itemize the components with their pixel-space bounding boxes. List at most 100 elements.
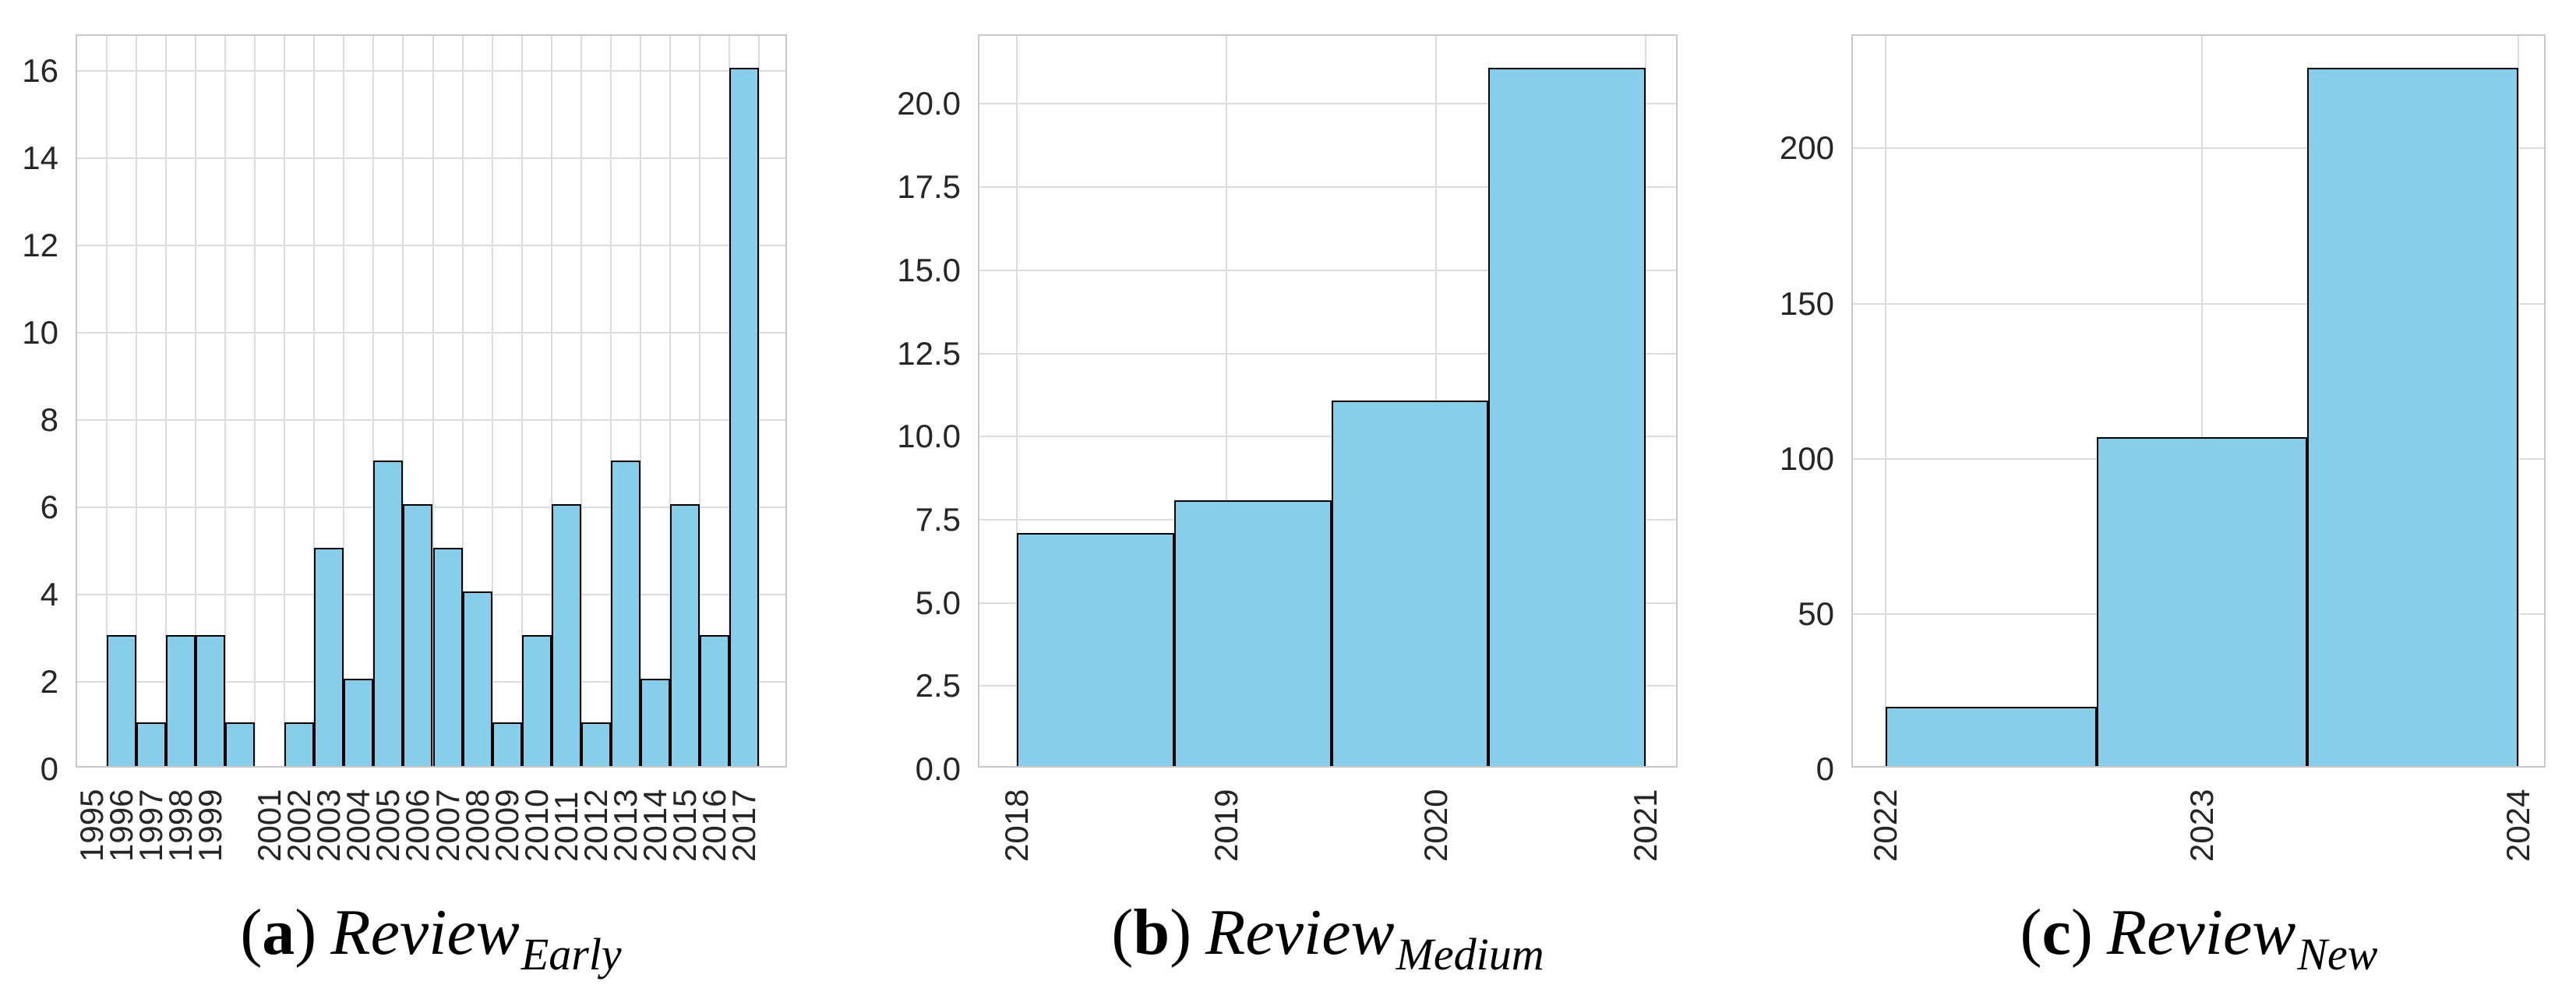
x-gridline bbox=[491, 36, 493, 766]
bar-2014 bbox=[640, 678, 670, 766]
x-gridline bbox=[580, 36, 582, 766]
caption-c-index: (c) bbox=[2020, 896, 2093, 969]
caption-c-name: Review bbox=[2106, 896, 2296, 969]
x-gridline bbox=[254, 36, 256, 766]
x-gridline bbox=[2518, 36, 2519, 766]
caption-b-subscript: Medium bbox=[1396, 929, 1544, 980]
y-gridline bbox=[979, 269, 1676, 271]
x-gridline bbox=[313, 36, 316, 766]
y-tick-label: 10.0 bbox=[897, 418, 961, 455]
y-gridline bbox=[979, 436, 1676, 438]
y-tick-label: 0.0 bbox=[915, 750, 961, 787]
x-gridline bbox=[698, 36, 700, 766]
x-gridline bbox=[609, 36, 612, 766]
x-gridline bbox=[550, 36, 552, 766]
bar-2000 bbox=[225, 722, 256, 766]
bar-2013 bbox=[610, 460, 640, 766]
plot-area-b: 0.0 2.5 5.0 7.5 10.0 12.5 15.0 17.5 20.0 2018 2019… bbox=[897, 34, 1678, 862]
bar-2002 bbox=[284, 722, 315, 766]
x-gridline bbox=[520, 36, 523, 766]
bar-2007 bbox=[432, 547, 463, 766]
bar-2022-bin2 bbox=[2096, 436, 2308, 766]
x-gridline bbox=[1225, 36, 1227, 766]
caption-a-subscript: Early bbox=[520, 929, 622, 980]
y-tick-label: 0 bbox=[40, 750, 58, 787]
x-gridline bbox=[757, 36, 760, 766]
bar-2017 bbox=[729, 67, 759, 766]
caption-a-name: Review bbox=[330, 896, 520, 969]
plot-area-a: 0 2 4 6 8 10 12 14 16 1995 1996 1997 1998 1999 2001 200… bbox=[22, 34, 787, 862]
caption-a: (a) ReviewEarly bbox=[240, 895, 621, 980]
bar-2012 bbox=[580, 722, 611, 766]
y-tick-label: 100 bbox=[1779, 440, 1834, 477]
plot-area-c: 0 50 100 150 200 2022 2023 2024 bbox=[1780, 34, 2546, 862]
bar-2018-bin4 bbox=[1488, 67, 1646, 766]
y-gridline bbox=[979, 352, 1676, 355]
x-gridline bbox=[165, 36, 168, 766]
y-gridline bbox=[77, 418, 785, 421]
y-gridline bbox=[1853, 302, 2544, 305]
bar-2018-bin2 bbox=[1173, 500, 1332, 766]
x-tick-label: 2021 bbox=[1627, 789, 1664, 862]
y-tick-label: 150 bbox=[1779, 284, 1834, 322]
x-gridline bbox=[136, 36, 138, 766]
y-tick-label: 4 bbox=[40, 575, 58, 612]
x-tick-label: 2018 bbox=[998, 789, 1035, 862]
bar-2003 bbox=[314, 547, 344, 766]
y-tick-label: 0 bbox=[1816, 750, 1834, 787]
bar-2022-bin3 bbox=[2307, 67, 2518, 766]
x-gridline bbox=[106, 36, 108, 766]
y-tick-label: 7.5 bbox=[915, 500, 961, 538]
x-tick-label: 2023 bbox=[2183, 789, 2220, 862]
bar-1997 bbox=[136, 722, 167, 766]
y-gridline bbox=[979, 103, 1676, 105]
x-gridline bbox=[1016, 36, 1018, 766]
y-tick-label: 5.0 bbox=[915, 584, 961, 621]
bar-2009 bbox=[492, 722, 522, 766]
x-gridline bbox=[284, 36, 286, 766]
bar-2006 bbox=[403, 503, 433, 766]
x-gridline bbox=[639, 36, 641, 766]
y-tick-label: 6 bbox=[40, 488, 58, 525]
x-tick-label: 2019 bbox=[1207, 789, 1244, 862]
bar-2004 bbox=[344, 678, 374, 766]
bar-2018-bin1 bbox=[1017, 533, 1174, 766]
bar-2015 bbox=[669, 503, 700, 766]
y-tick-label: 10 bbox=[22, 313, 58, 351]
x-gridline bbox=[224, 36, 227, 766]
x-gridline bbox=[2201, 36, 2203, 766]
y-gridline bbox=[77, 157, 785, 159]
y-tick-label: 8 bbox=[40, 401, 58, 438]
caption-b: (b) ReviewMedium bbox=[1111, 895, 1544, 980]
x-gridline bbox=[343, 36, 345, 766]
y-gridline bbox=[979, 186, 1676, 189]
x-gridline bbox=[432, 36, 434, 766]
bar-2010 bbox=[521, 634, 552, 766]
caption-b-name: Review bbox=[1205, 896, 1395, 969]
y-tick-label: 200 bbox=[1779, 129, 1834, 167]
x-tick-label: 2022 bbox=[1867, 789, 1904, 862]
y-tick-label: 14 bbox=[22, 139, 58, 176]
bar-1998 bbox=[166, 634, 196, 766]
caption-c: (c) ReviewNew bbox=[2020, 895, 2378, 980]
x-gridline bbox=[461, 36, 464, 766]
x-tick-label: 2020 bbox=[1417, 789, 1454, 862]
y-gridline bbox=[77, 69, 785, 72]
x-gridline bbox=[1645, 36, 1646, 766]
bar-2018-bin3 bbox=[1331, 400, 1489, 766]
x-tick-label: 2017 bbox=[725, 789, 762, 862]
bar-2016 bbox=[699, 634, 729, 766]
bar-2008 bbox=[462, 591, 492, 766]
x-tick-label: 1999 bbox=[192, 789, 229, 862]
bar-2005 bbox=[373, 460, 404, 766]
y-tick-label: 17.5 bbox=[897, 168, 961, 206]
y-gridline bbox=[77, 244, 785, 246]
y-gridline bbox=[1853, 147, 2544, 150]
bar-1996 bbox=[107, 634, 137, 766]
y-tick-label: 16 bbox=[22, 51, 58, 89]
x-gridline bbox=[1885, 36, 1886, 766]
bar-2011 bbox=[551, 503, 581, 766]
bar-1999 bbox=[196, 634, 226, 766]
x-gridline bbox=[195, 36, 197, 766]
